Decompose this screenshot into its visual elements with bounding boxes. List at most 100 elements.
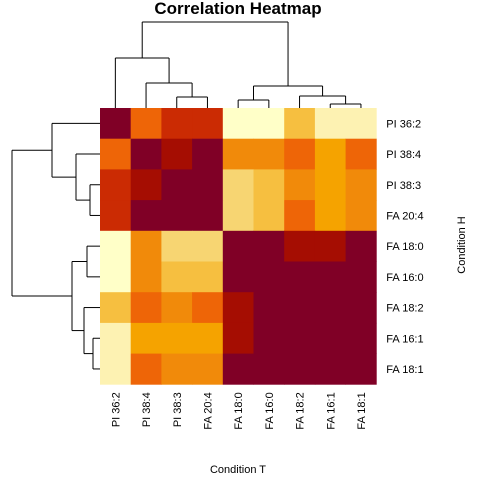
y-axis-label: Condition H xyxy=(456,216,468,274)
heatmap-cell-fa-16-0-x-pi-38-3 xyxy=(161,261,193,293)
heatmap-cell-pi-38-4-x-pi-38-4 xyxy=(130,138,162,170)
heatmap-cell-fa-20-4-x-fa-20-4 xyxy=(192,200,224,232)
row-label-fa-16-1: FA 16:1 xyxy=(386,333,423,345)
heatmap-cell-fa-16-0-x-fa-18-2 xyxy=(284,261,316,293)
heatmap-cell-pi-38-3-x-fa-16-0 xyxy=(253,169,285,201)
heatmap-cell-fa-16-0-x-fa-16-1 xyxy=(314,261,346,293)
heatmap-cell-fa-16-0-x-pi-38-4 xyxy=(130,261,162,293)
row-label-pi-38-4: PI 38:4 xyxy=(386,149,421,161)
heatmap-cell-fa-20-4-x-fa-18-0 xyxy=(222,200,254,232)
heatmap-cell-fa-18-1-x-fa-18-1 xyxy=(345,353,377,385)
heatmap-cell-pi-38-3-x-fa-18-1 xyxy=(345,169,377,201)
row-label-pi-36-2: PI 36:2 xyxy=(386,118,421,130)
column-dendrogram xyxy=(114,21,362,108)
heatmap-cell-pi-38-3-x-pi-36-2 xyxy=(100,169,132,201)
heatmap-cell-fa-18-2-x-fa-16-0 xyxy=(253,292,285,324)
heatmap-cell-fa-18-1-x-fa-18-2 xyxy=(284,353,316,385)
heatmap-cell-pi-38-3-x-pi-38-3 xyxy=(161,169,193,201)
row-label-fa-20-4: FA 20:4 xyxy=(386,210,423,222)
heatmap-cell-fa-20-4-x-fa-16-1 xyxy=(314,200,346,232)
heatmap-cell-fa-16-1-x-pi-38-3 xyxy=(161,322,193,354)
heatmap-cell-pi-36-2-x-fa-16-0 xyxy=(253,108,285,140)
heatmap-cell-pi-38-4-x-fa-18-2 xyxy=(284,138,316,170)
heatmap-cell-fa-18-1-x-pi-36-2 xyxy=(100,353,132,385)
heatmap-cell-fa-18-0-x-fa-18-2 xyxy=(284,230,316,262)
heatmap-cell-fa-16-1-x-pi-36-2 xyxy=(100,322,132,354)
heatmap-cell-fa-16-1-x-fa-20-4 xyxy=(192,322,224,354)
heatmap-cell-fa-18-0-x-fa-16-0 xyxy=(253,230,285,262)
heatmap-cell-pi-38-4-x-fa-16-0 xyxy=(253,138,285,170)
heatmap-cell-fa-16-1-x-fa-16-0 xyxy=(253,322,285,354)
heatmap-cell-fa-20-4-x-fa-16-0 xyxy=(253,200,285,232)
heatmap-cell-fa-18-1-x-fa-18-0 xyxy=(222,353,254,385)
heatmap-cell-pi-36-2-x-fa-20-4 xyxy=(192,108,224,140)
heatmap-cell-pi-38-4-x-pi-36-2 xyxy=(100,138,132,170)
heatmap-cell-pi-38-4-x-fa-20-4 xyxy=(192,138,224,170)
heatmap-cell-pi-38-3-x-fa-20-4 xyxy=(192,169,224,201)
row-dendrogram xyxy=(11,122,100,370)
heatmap-cell-pi-36-2-x-pi-38-3 xyxy=(161,108,193,140)
heatmap-cell-fa-20-4-x-fa-18-2 xyxy=(284,200,316,232)
heatmap-cell-fa-18-0-x-fa-18-1 xyxy=(345,230,377,262)
heatmap-cell-fa-18-1-x-fa-16-1 xyxy=(314,353,346,385)
row-label-fa-18-0: FA 18:0 xyxy=(386,241,423,253)
x-axis-label: Condition T xyxy=(210,464,266,476)
heatmap-cell-fa-18-2-x-fa-16-1 xyxy=(314,292,346,324)
heatmap-cell-pi-38-4-x-fa-16-1 xyxy=(314,138,346,170)
heatmap-cell-fa-18-2-x-pi-36-2 xyxy=(100,292,132,324)
heatmap-cell-pi-36-2-x-fa-18-0 xyxy=(222,108,254,140)
heatmap-cell-fa-20-4-x-pi-38-4 xyxy=(130,200,162,232)
heatmap-cell-fa-18-0-x-fa-18-0 xyxy=(222,230,254,262)
column-label-pi-36-2: PI 36:2 xyxy=(110,392,122,427)
heatmap-cell-fa-16-1-x-pi-38-4 xyxy=(130,322,162,354)
heatmap-cell-pi-38-3-x-pi-38-4 xyxy=(130,169,162,201)
heatmap-cell-fa-20-4-x-fa-18-1 xyxy=(345,200,377,232)
heatmap-cell-pi-38-4-x-fa-18-0 xyxy=(222,138,254,170)
column-label-fa-16-0: FA 16:0 xyxy=(264,392,276,429)
column-label-fa-18-1: FA 18:1 xyxy=(356,392,368,429)
heatmap-cell-fa-18-1-x-pi-38-4 xyxy=(130,353,162,385)
column-label-fa-16-1: FA 16:1 xyxy=(325,392,337,429)
heatmap-cell-fa-18-2-x-pi-38-3 xyxy=(161,292,193,324)
heatmap-cell-fa-16-1-x-fa-18-0 xyxy=(222,322,254,354)
heatmap-cell-fa-18-0-x-pi-36-2 xyxy=(100,230,132,262)
heatmap-cell-fa-16-0-x-fa-18-1 xyxy=(345,261,377,293)
heatmap-cell-pi-38-3-x-fa-18-0 xyxy=(222,169,254,201)
heatmap-cell-fa-16-0-x-fa-18-0 xyxy=(222,261,254,293)
row-label-fa-18-2: FA 18:2 xyxy=(386,303,423,315)
column-label-pi-38-4: PI 38:4 xyxy=(141,392,153,427)
heatmap-cell-fa-18-2-x-fa-20-4 xyxy=(192,292,224,324)
heatmap-cell-fa-18-0-x-fa-20-4 xyxy=(192,230,224,262)
chart-title: Correlation Heatmap xyxy=(154,0,321,18)
heatmap-cell-pi-38-3-x-fa-18-2 xyxy=(284,169,316,201)
heatmap-cell-pi-38-3-x-fa-16-1 xyxy=(314,169,346,201)
heatmap-cell-pi-36-2-x-pi-38-4 xyxy=(130,108,162,140)
heatmap-cell-fa-16-0-x-pi-36-2 xyxy=(100,261,132,293)
heatmap-cell-fa-18-2-x-fa-18-2 xyxy=(284,292,316,324)
heatmap-cell-fa-16-0-x-fa-16-0 xyxy=(253,261,285,293)
heatmap-cell-pi-38-4-x-fa-18-1 xyxy=(345,138,377,170)
row-label-fa-18-1: FA 18:1 xyxy=(386,364,423,376)
heatmap-cell-fa-16-1-x-fa-18-1 xyxy=(345,322,377,354)
heatmap-cell-fa-18-2-x-pi-38-4 xyxy=(130,292,162,324)
heatmap-cell-fa-20-4-x-pi-36-2 xyxy=(100,200,132,232)
heatmap-cell-fa-18-1-x-pi-38-3 xyxy=(161,353,193,385)
heatmap-cell-fa-18-1-x-fa-20-4 xyxy=(192,353,224,385)
column-labels: PI 36:2 PI 38:4 PI 38:3 FA 20:4 FA 18:0 FA 16… xyxy=(110,392,368,429)
heatmap-cell-fa-16-1-x-fa-16-1 xyxy=(314,322,346,354)
row-label-fa-16-0: FA 16:0 xyxy=(386,272,423,284)
heatmap-cell-pi-38-4-x-pi-38-3 xyxy=(161,138,193,170)
heatmap-cells xyxy=(100,108,377,385)
column-label-pi-38-3: PI 38:3 xyxy=(172,392,184,427)
heatmap-cell-pi-36-2-x-fa-18-1 xyxy=(345,108,377,140)
heatmap-cell-fa-16-1-x-fa-18-2 xyxy=(284,322,316,354)
heatmap-cell-pi-36-2-x-fa-16-1 xyxy=(314,108,346,140)
row-labels: PI 36:2 PI 38:4 PI 38:3 FA 20:4 FA 18:0 FA 16… xyxy=(386,118,423,376)
heatmap-cell-fa-18-0-x-pi-38-4 xyxy=(130,230,162,262)
heatmap-cell-fa-18-1-x-fa-16-0 xyxy=(253,353,285,385)
heatmap-cell-fa-18-2-x-fa-18-0 xyxy=(222,292,254,324)
heatmap-cell-pi-36-2-x-pi-36-2 xyxy=(100,108,132,140)
column-label-fa-20-4: FA 20:4 xyxy=(202,392,214,429)
row-label-pi-38-3: PI 38:3 xyxy=(386,180,421,192)
